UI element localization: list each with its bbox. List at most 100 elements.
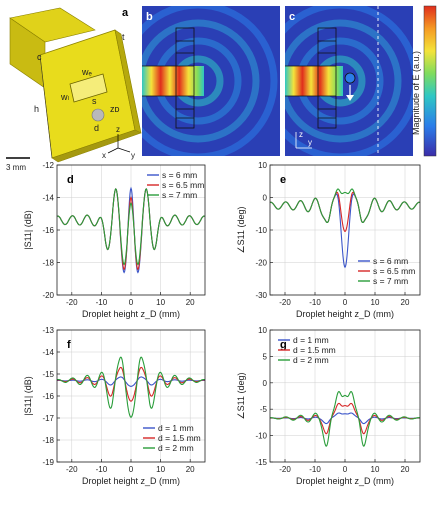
triad-x: x [102,151,106,160]
panel-label-f: f [67,339,71,351]
tick-label-x: 0 [343,465,348,474]
legend-entry: s = 6.5 mm [162,180,204,190]
plot-frame [56,164,206,296]
droplet [91,108,105,122]
x-axis-label: Droplet height z_D (mm) [82,309,180,319]
plate-bottom-edge [51,129,142,163]
droplet-arrow-head [346,95,354,101]
label-wl: wₗ [60,92,69,102]
series-line [270,391,420,447]
field-rings-b [142,6,278,156]
tick-label-x: -10 [309,298,321,307]
tick-label-y: -14 [42,194,54,203]
charts-layer: -20 -18 -16 -14 -12 -20 -10 0 10 20 Droplet height… [23,161,421,486]
tick-label-y: -15 [255,458,267,467]
tick-label-x: 20 [401,298,410,307]
tick-label-y: -30 [255,291,267,300]
x-axis-label: Droplet height z_D (mm) [296,309,394,319]
colorbar: Magnitude of E (a.u.) [411,5,437,157]
triad-z: z [116,125,120,134]
tick-label-y: -13 [42,326,54,335]
tick-label-y: -10 [255,432,267,441]
series-line [56,356,206,419]
tick-label-x: 20 [401,465,410,474]
tick-label-y: 5 [263,352,268,361]
field-axis-y: y [308,138,312,147]
tick-label-x: -20 [66,465,78,474]
scale-label: 3 mm [6,163,26,172]
field-panel-b: b [142,6,280,156]
triad-y: y [131,151,135,160]
legend-entry: s = 7 mm [162,190,197,200]
tick-label-y: -17 [42,414,54,423]
panel-label-e: e [280,174,286,186]
y-axis-label: |S11| (dB) [23,376,33,416]
tick-label-y: -18 [42,259,54,268]
label-t: t [122,32,125,42]
chart-panel-f: -19 -18 -17 -16 -15 -14 -13 -20 -10 0 10 20 Droplet … [23,326,206,486]
series-line [269,188,421,224]
chart-panel-e: -30 -20 -10 0 10 -20 -10 0 10 20 Droplet height z_… [236,161,421,319]
y-axis-label: ∠S11 (deg) [236,373,246,420]
chart-panel-g: -15 -10 -5 0 5 10 -20 -10 0 10 20 Droplet height z_… [236,326,421,486]
structure-outline-c [285,27,337,129]
series-line [56,188,206,266]
tick-label-y: 10 [258,326,267,335]
y-axis-label: ∠S11 (deg) [236,207,246,254]
x-axis-label: Droplet height z_D (mm) [82,476,180,486]
structure-outline-b [142,27,195,129]
series-line [57,366,205,402]
tick-label-y: -16 [42,392,54,401]
legend-entry: s = 6 mm [373,256,408,266]
legend-entry: d = 2 mm [293,355,329,365]
legend-entry: s = 6.5 mm [373,266,415,276]
tick-label-y: 0 [263,379,268,388]
legend-entry: s = 6 mm [162,170,197,180]
tick-label-x: 10 [371,465,380,474]
field-axes-triad [295,132,312,149]
tick-label-x: -20 [279,298,291,307]
axis-triad [107,134,131,154]
tick-label-x: -10 [96,298,108,307]
y-axis-label: |S11| (dB) [23,210,33,250]
chart-panel-d: -20 -18 -16 -14 -12 -20 -10 0 10 20 Droplet height… [23,161,206,319]
panel-label-c: c [289,11,295,23]
tick-label-x: 10 [156,298,165,307]
tick-label-y: -20 [255,259,267,268]
guide-field-c [285,66,343,96]
tick-label-x: -20 [279,465,291,474]
panel-label-g: g [280,339,287,351]
legend-entry: s = 7 mm [373,276,408,286]
series-line [57,376,205,387]
label-zd: zᴅ [110,104,120,114]
tick-label-x: 0 [343,298,348,307]
legend-entry: d = 1 mm [158,423,194,433]
tick-label-x: 10 [156,465,165,474]
tick-label-x: -20 [66,298,78,307]
tick-label-x: 0 [129,465,134,474]
guide-field-b [142,66,204,96]
tick-label-y: 10 [258,161,267,170]
tick-label-x: 20 [186,465,195,474]
label-h: h [34,104,39,114]
field-panel-c: c z y [285,6,413,156]
panel-label-d: d [67,174,74,186]
colorbar-label: Magnitude of E (a.u.) [411,51,421,135]
plot-frame [269,164,421,296]
tick-label-y: 0 [263,194,268,203]
tick-label-y: -15 [42,370,54,379]
tick-label-x: 20 [186,298,195,307]
tick-label-y: -19 [42,458,54,467]
field-axis-z: z [299,130,303,139]
tick-label-y: -16 [42,226,54,235]
tick-label-y: -20 [42,291,54,300]
tick-label-y: -12 [42,161,54,170]
legend-entry: d = 1 mm [293,335,329,345]
droplet-marker [344,72,356,84]
tick-label-x: -10 [96,465,108,474]
tick-label-x: 10 [371,298,380,307]
x-axis-label: Droplet height z_D (mm) [296,476,394,486]
label-d: d [94,123,99,133]
plot-frame [56,329,206,463]
